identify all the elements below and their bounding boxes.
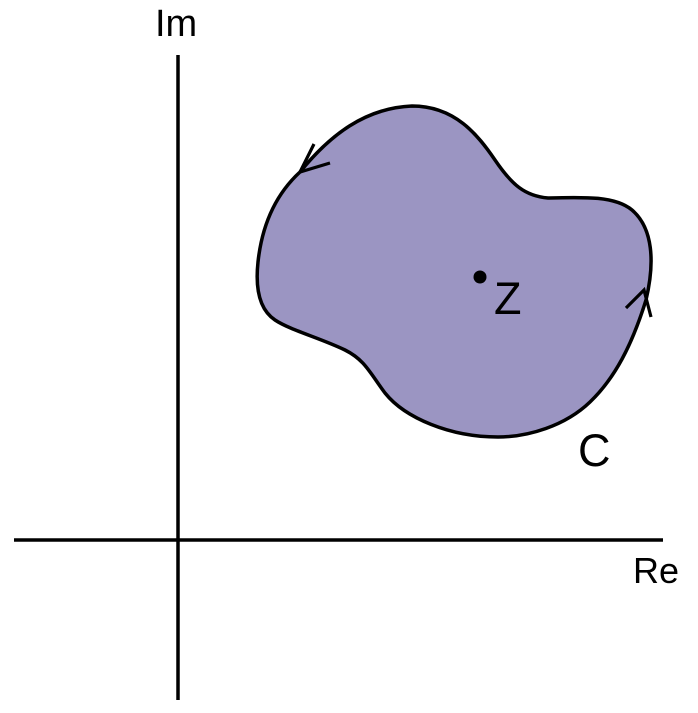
point-z-dot	[473, 270, 487, 284]
contour-arrow-upper-left	[296, 143, 331, 175]
real-axis-label: Re	[633, 550, 679, 591]
imaginary-axis-label: Im	[155, 3, 197, 45]
contour-region	[255, 104, 653, 439]
contour-arrow-right	[624, 286, 653, 318]
contour-label: C	[578, 425, 611, 476]
point-z-label: Z	[494, 273, 522, 324]
